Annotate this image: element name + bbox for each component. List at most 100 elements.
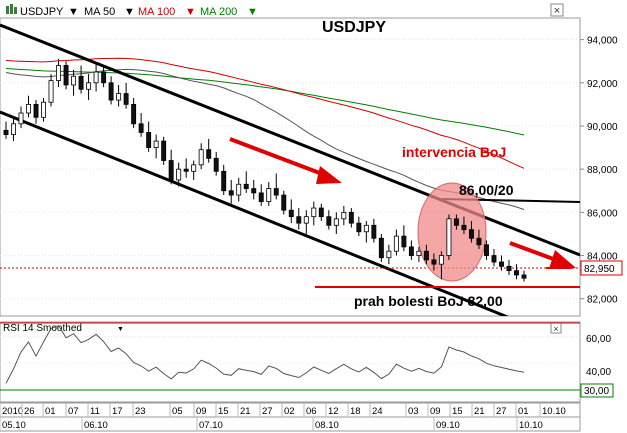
rsi-dropdown-icon[interactable]: ▼ bbox=[117, 326, 124, 333]
candle-body bbox=[206, 149, 212, 159]
time-axis-day-label: 21 bbox=[240, 406, 251, 417]
candle-body bbox=[266, 188, 272, 202]
time-axis-day-label: 26 bbox=[24, 406, 35, 417]
time-axis-day-label: 01 bbox=[45, 406, 56, 417]
time-axis-day-label: 11 bbox=[90, 406, 100, 417]
time-axis-day-label: 2010 bbox=[2, 406, 23, 417]
close-icon[interactable]: × bbox=[554, 5, 560, 17]
time-axis-month-label: 06.10 bbox=[84, 420, 108, 431]
candle-body bbox=[371, 224, 377, 239]
downtrend-arrow-2 bbox=[509, 241, 576, 269]
time-axis-day-label: 09 bbox=[196, 406, 207, 417]
candle-body bbox=[476, 237, 482, 246]
close-chart-button[interactable] bbox=[550, 3, 564, 17]
time-axis-day-label: 15 bbox=[452, 406, 463, 417]
candle-body bbox=[326, 216, 332, 226]
candle-body bbox=[131, 103, 137, 125]
candle-body bbox=[78, 75, 84, 90]
time-axis-day-label: 23 bbox=[135, 406, 146, 417]
candle-body bbox=[521, 274, 527, 279]
candle-body bbox=[86, 82, 92, 90]
time-axis-day-label: 24 bbox=[372, 406, 383, 417]
candle-body bbox=[116, 93, 122, 101]
candle-body bbox=[401, 235, 407, 248]
candle-body bbox=[491, 255, 497, 263]
time-axis-day-label: 07 bbox=[68, 406, 79, 417]
candlestick-series bbox=[3, 59, 527, 282]
annotation-pain-threshold: prah bolesti BoJ 82,00 bbox=[354, 293, 503, 309]
intervention-highlight bbox=[417, 182, 487, 282]
price-axis-label: 84,000 bbox=[587, 252, 618, 263]
ma50-selector[interactable]: MA 50 bbox=[84, 6, 115, 18]
price-axis-label: 86,000 bbox=[587, 208, 618, 219]
rsi-gridlines bbox=[0, 335, 580, 364]
annotation-level: 86,00/20 bbox=[459, 182, 514, 198]
candle-body bbox=[48, 80, 54, 103]
candle-body bbox=[258, 192, 264, 202]
price-axis-label: 90,000 bbox=[587, 122, 618, 133]
candle-body bbox=[153, 140, 159, 148]
candle-body bbox=[341, 211, 347, 220]
candle-body bbox=[198, 149, 204, 166]
candle-body bbox=[251, 188, 257, 194]
time-axis-day-label: 10.10 bbox=[542, 406, 566, 417]
ma200-selector[interactable]: MA 200 bbox=[200, 6, 237, 18]
candle-body bbox=[56, 65, 62, 82]
candle-body bbox=[393, 235, 399, 252]
candle-body bbox=[191, 164, 197, 172]
candle-body bbox=[161, 140, 167, 161]
candle-body bbox=[3, 129, 9, 136]
time-axis-month-label: 09.10 bbox=[436, 420, 460, 431]
candle-body bbox=[423, 250, 429, 261]
ma200-dropdown-icon[interactable]: ▼ bbox=[247, 6, 258, 18]
rsi-axis-40: 40,00 bbox=[586, 367, 611, 378]
downtrend-arrow-1 bbox=[229, 137, 342, 184]
close-icon[interactable]: × bbox=[553, 324, 558, 334]
candle-body bbox=[11, 123, 16, 136]
symbol-dropdown-icon[interactable]: ▼ bbox=[68, 6, 79, 18]
time-axis-days: 2010 26 01 07 11 17 23 05 09 15 21 27 02 06 12 18 24 03 09… bbox=[0, 403, 566, 417]
ma50-dropdown-icon[interactable]: ▼ bbox=[124, 6, 135, 18]
rsi-current-label: 30,00 bbox=[584, 386, 609, 397]
annotation-intervention: intervencia BoJ bbox=[402, 144, 506, 160]
time-axis-day-label: 02 bbox=[284, 406, 295, 417]
candle-body bbox=[108, 82, 114, 101]
candle-body bbox=[356, 222, 362, 233]
candle-body bbox=[63, 65, 69, 86]
time-axis-day-label: 27 bbox=[496, 406, 507, 417]
current-price-badge bbox=[580, 260, 623, 276]
candle-body bbox=[168, 160, 174, 181]
candle-body bbox=[468, 229, 474, 239]
time-axis-day-label: 06 bbox=[306, 406, 317, 417]
candle-body bbox=[273, 188, 279, 196]
candle-body bbox=[296, 216, 302, 224]
candle-body bbox=[101, 71, 107, 84]
ma100-dropdown-icon[interactable]: ▼ bbox=[185, 6, 196, 18]
time-axis-day-label: 05 bbox=[172, 406, 183, 417]
candle-body bbox=[461, 224, 467, 231]
symbol-icon bbox=[6, 4, 17, 14]
ma100-selector[interactable]: MA 100 bbox=[138, 6, 175, 18]
candle-body bbox=[438, 255, 444, 265]
rsi-label[interactable]: RSI 14 Smoothed bbox=[3, 323, 82, 334]
time-axis-months: 05.10 06.10 07.10 08.10 09.10 10.10 bbox=[0, 417, 543, 431]
time-axis-day-label: 17 bbox=[112, 406, 123, 417]
symbol-selector[interactable]: USDJPY bbox=[20, 6, 64, 18]
candle-body bbox=[93, 71, 99, 84]
candle-body bbox=[333, 218, 339, 226]
current-price-label: 82,950 bbox=[584, 264, 615, 275]
candle-body bbox=[318, 207, 324, 218]
candle-body bbox=[386, 250, 392, 259]
time-axis-day-label: 12 bbox=[328, 406, 339, 417]
candle-body bbox=[446, 218, 452, 256]
candle-body bbox=[176, 168, 182, 181]
candle-body bbox=[243, 183, 249, 189]
candle-body bbox=[228, 190, 234, 196]
candle-body bbox=[213, 157, 219, 172]
candle-body bbox=[303, 216, 309, 224]
time-axis-day-label: 09 bbox=[430, 406, 441, 417]
candle-body bbox=[506, 265, 512, 272]
price-axis: 94,000 92,000 90,000 88,000 86,000 84,000 82,0… bbox=[580, 36, 618, 306]
candle-body bbox=[123, 93, 129, 105]
